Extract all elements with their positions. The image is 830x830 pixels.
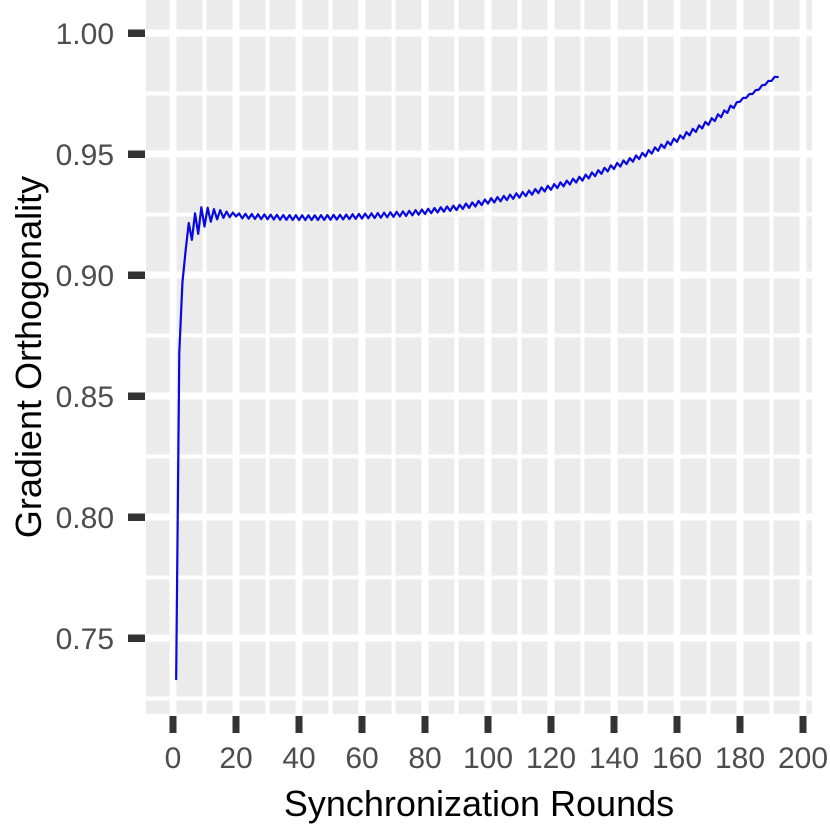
y-tick-label: 0.80 xyxy=(56,502,114,535)
x-tick-label: 40 xyxy=(282,742,315,775)
x-tick-label: 0 xyxy=(165,742,182,775)
x-tick-label: 20 xyxy=(219,742,252,775)
gridlines xyxy=(146,0,812,714)
data-series xyxy=(175,75,779,681)
y-tick-label: 0.95 xyxy=(56,139,114,172)
y-axis-title: Gradient Orthogonality xyxy=(8,176,49,538)
x-tick-label: 60 xyxy=(345,742,378,775)
x-tick-mark xyxy=(295,716,303,733)
x-tick-mark xyxy=(799,716,807,733)
x-tick-mark xyxy=(547,716,555,733)
x-tick-mark xyxy=(484,716,492,733)
x-tick-label: 160 xyxy=(652,742,702,775)
series-line-gradient-orthogonality xyxy=(175,75,779,681)
plot-panel xyxy=(146,0,812,714)
y-tick-label: 0.90 xyxy=(56,260,114,293)
y-tick-mark xyxy=(128,29,145,37)
x-tick-mark xyxy=(232,716,240,733)
y-tick-mark xyxy=(128,513,145,521)
y-tick-mark xyxy=(128,271,145,279)
y-tick-label: 0.85 xyxy=(56,381,114,414)
x-tick-mark xyxy=(673,716,681,733)
x-tick-label: 180 xyxy=(715,742,765,775)
axis-tick-marks xyxy=(128,29,807,733)
y-tick-label: 0.75 xyxy=(56,623,114,656)
x-tick-label: 200 xyxy=(778,742,828,775)
x-tick-mark xyxy=(358,716,366,733)
y-tick-mark xyxy=(128,634,145,642)
x-tick-label: 100 xyxy=(463,742,513,775)
x-tick-label: 140 xyxy=(589,742,639,775)
axis-tick-labels: 0 20 40 60 80 100 120 140 160 180 200 0.75 0.80 0.85 0… xyxy=(56,18,828,775)
x-tick-label: 80 xyxy=(408,742,441,775)
x-tick-mark xyxy=(736,716,744,733)
y-tick-label: 1.00 xyxy=(56,18,114,51)
x-tick-mark xyxy=(169,716,177,733)
x-tick-mark xyxy=(421,716,429,733)
y-tick-mark xyxy=(128,392,145,400)
panel-background xyxy=(146,0,812,714)
y-tick-mark xyxy=(128,150,145,158)
x-axis-title: Synchronization Rounds xyxy=(284,783,674,824)
x-tick-label: 120 xyxy=(526,742,576,775)
x-tick-mark xyxy=(610,716,618,733)
